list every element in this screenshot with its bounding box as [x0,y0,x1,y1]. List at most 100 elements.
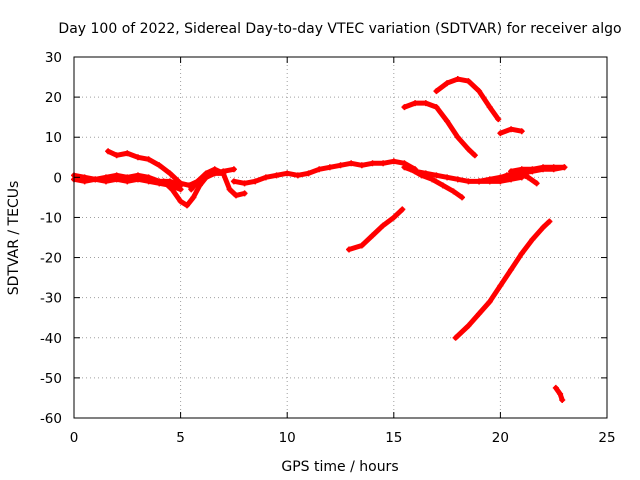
y-tick-label: 30 [45,50,62,66]
data-point [160,178,167,185]
data-point [401,164,408,171]
data-point [81,174,88,181]
y-tick-label: -50 [40,371,62,387]
data-point [444,174,451,181]
data-point [546,218,553,225]
data-point [113,172,120,179]
data-point [418,172,425,179]
data-point [156,162,163,169]
data-point [183,202,190,209]
series-main-band [230,158,419,187]
y-tick-label: -60 [40,411,62,427]
data-point [380,222,387,229]
data-point [113,152,120,159]
series-trace [231,158,418,186]
y-axis-title: SDTVAR / TECUs [6,181,22,296]
data-point [476,310,483,317]
data-point [145,156,152,163]
data-point [233,192,240,199]
series-fall-right [407,166,466,201]
data-point [433,172,440,179]
data-point [134,154,141,161]
data-point [124,174,131,181]
data-point [169,186,176,193]
series-trace [408,166,465,200]
data-point [273,172,280,179]
data-point [518,128,525,135]
data-point [557,390,564,397]
series-flat-right [508,164,568,175]
y-tick-label: -20 [40,251,62,267]
data-point [369,232,376,239]
data-point [454,176,461,183]
data-point [316,166,323,173]
data-point [190,194,197,201]
x-tick-label: 20 [492,430,509,446]
data-point [429,176,436,183]
data-point [518,166,525,173]
data-point [508,126,515,133]
data-point [305,170,312,177]
data-point [241,180,248,187]
series-trace [433,76,501,122]
data-point [452,334,459,341]
data-point [92,176,99,183]
series-arc-24 [433,76,502,123]
axis-ticks: 0 5 10 15 20 25 -60 -50 -40 -30 -20 -10 0 10 20 30 [40,50,616,446]
data-point [188,186,195,193]
data-point [495,116,502,123]
series-line-neg40 [452,218,553,341]
series-trace [453,218,552,341]
data-point [433,104,440,111]
data-point [529,236,536,243]
data-point [369,160,376,167]
series-arc-18 [401,100,478,159]
data-point [465,322,472,329]
data-point [284,170,291,177]
data-point [550,164,557,171]
data-point [433,88,440,95]
data-point [380,160,387,167]
data-point [124,150,131,157]
data-point [497,282,504,289]
data-point [105,148,112,155]
data-point [262,174,269,181]
data-point [476,178,483,185]
x-tick-label: 15 [385,430,402,446]
data-point [102,174,109,181]
data-point [561,164,568,171]
data-point [186,182,193,189]
data-point [177,180,184,187]
data-point [407,166,414,173]
data-point [294,172,301,179]
data-point [412,100,419,107]
data-point [459,194,466,201]
data-point [230,178,237,185]
data-points [71,76,568,403]
data-point [454,76,461,83]
data-point [358,162,365,169]
data-point [203,170,210,177]
plot-frame [73,56,608,419]
data-point [465,178,472,185]
data-point [337,162,344,169]
data-point [444,118,451,125]
data-point [358,242,365,249]
data-point [439,182,446,189]
y-tick-label: -10 [40,210,62,226]
data-point [422,100,429,107]
data-point [226,186,233,193]
grid-lines [74,57,607,418]
data-point [401,104,408,111]
series-loop-center [188,166,248,199]
data-point [450,188,457,195]
data-point [177,198,184,205]
data-point [486,298,493,305]
data-point [518,250,525,257]
data-point [540,224,547,231]
x-axis-title: GPS time / hours [281,459,398,475]
x-tick-label: 0 [70,430,79,446]
data-point [529,166,536,173]
data-point [194,178,201,185]
